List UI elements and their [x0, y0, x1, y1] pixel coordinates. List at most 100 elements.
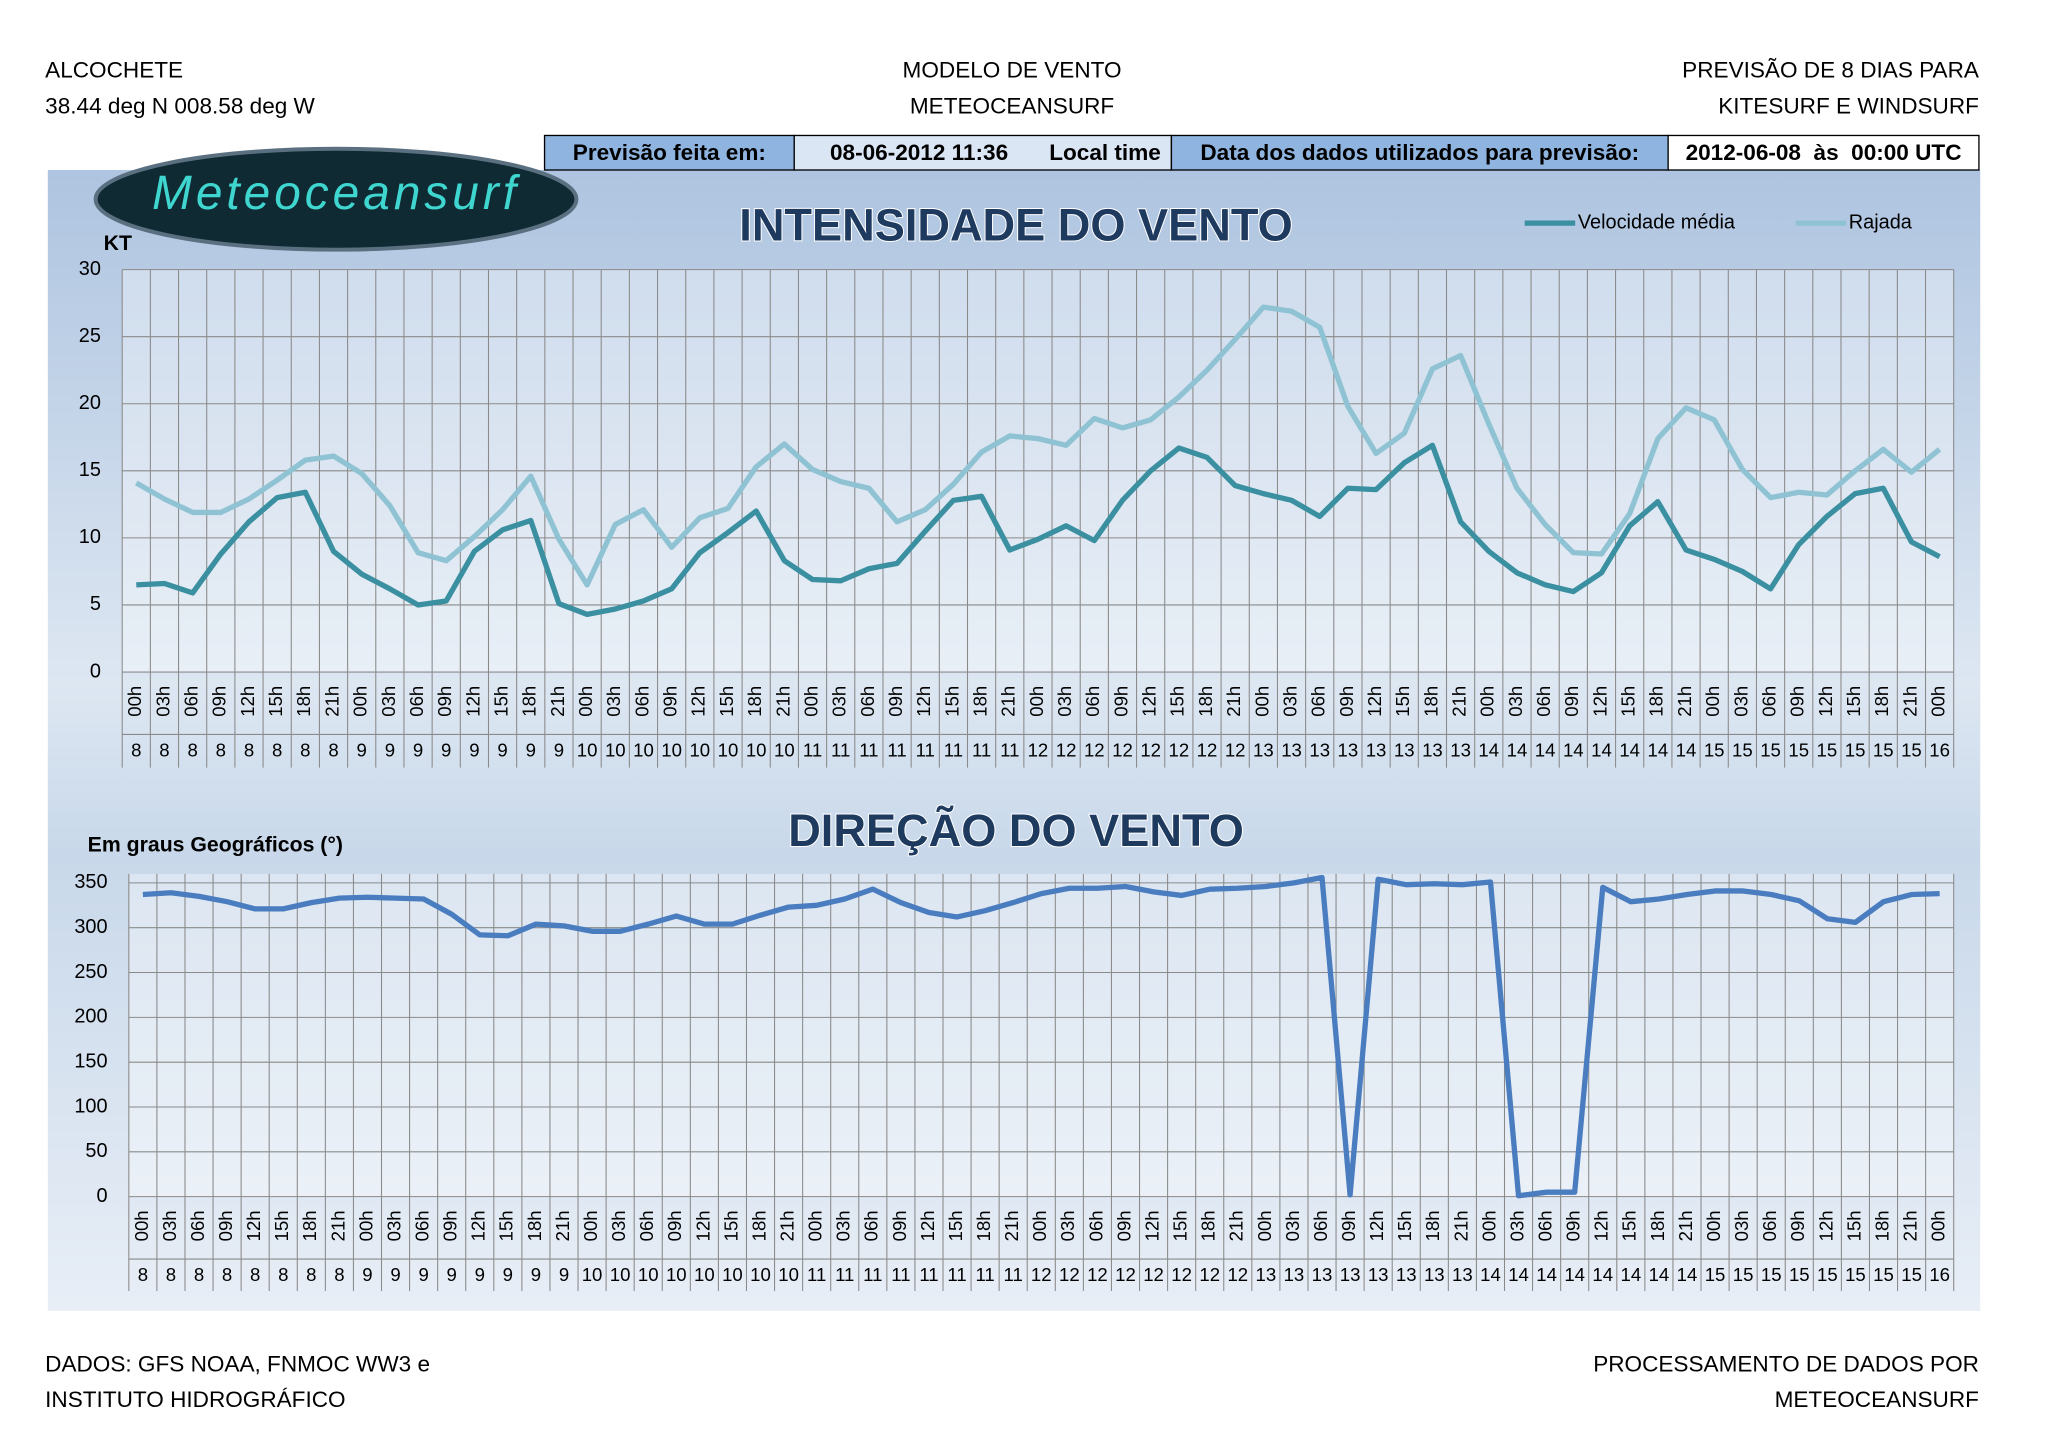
x-tick-label: 21h — [1899, 686, 1920, 717]
x-tick-label: 06h — [1533, 686, 1554, 717]
day-label: 8 — [166, 1264, 176, 1285]
x-tick-label: 00h — [575, 686, 596, 717]
chart-title: INTENSIDADE DO VENTO — [739, 199, 1292, 250]
day-label: 14 — [1648, 740, 1669, 761]
data-label: Data dos dados utilizados para previsão: — [1200, 140, 1639, 165]
made-zone: Local time — [1049, 140, 1161, 165]
day-label: 14 — [1508, 1264, 1529, 1285]
x-tick-label: 18h — [293, 686, 314, 717]
day-label: 9 — [554, 740, 564, 761]
day-label: 11 — [1000, 740, 1019, 761]
day-label: 12 — [1028, 740, 1049, 761]
x-tick-label: 18h — [1871, 686, 1892, 717]
day-label: 8 — [250, 1264, 260, 1285]
day-label: 13 — [1309, 740, 1330, 761]
x-tick-label: 09h — [209, 686, 230, 717]
day-label: 11 — [972, 740, 991, 761]
x-tick-label: 12h — [1364, 686, 1385, 717]
day-label: 14 — [1564, 1264, 1585, 1285]
day-label: 14 — [1535, 740, 1556, 761]
x-tick-label: 09h — [1787, 686, 1808, 717]
day-label: 11 — [975, 1264, 994, 1285]
day-label: 13 — [1253, 740, 1274, 761]
series-line — [136, 442, 1941, 618]
x-tick-label: 00h — [805, 1210, 826, 1241]
day-label: 10 — [605, 740, 626, 761]
day-label: 10 — [718, 740, 739, 761]
day-label: 11 — [803, 740, 822, 761]
day-label: 8 — [300, 740, 310, 761]
x-tick-label: 00h — [580, 1210, 601, 1241]
x-tick-label: 21h — [1226, 1210, 1247, 1241]
day-label: 11 — [887, 740, 906, 761]
day-label: 8 — [328, 740, 338, 761]
day-label: 10 — [746, 740, 767, 761]
day-label: 9 — [559, 1264, 569, 1285]
day-label: 12 — [1115, 1264, 1136, 1285]
day-label: 15 — [1761, 1264, 1782, 1285]
day-label: 14 — [1480, 1264, 1501, 1285]
x-tick-label: 09h — [660, 686, 681, 717]
x-tick-label: 09h — [1110, 686, 1131, 717]
logo: Meteoceansurf — [93, 146, 579, 252]
day-label: 12 — [1056, 740, 1077, 761]
day-label: 14 — [1591, 740, 1612, 761]
day-label: 14 — [1621, 1264, 1642, 1285]
day-label: 9 — [385, 740, 395, 761]
x-tick-label: 12h — [917, 1210, 938, 1241]
chart-title: DIREÇÃO DO VENTO — [788, 805, 1244, 856]
y-tick-label: 250 — [74, 961, 107, 983]
day-label: 8 — [187, 740, 197, 761]
day-label: 11 — [831, 740, 850, 761]
x-tick-label: 18h — [748, 1210, 769, 1241]
day-label: 12 — [1087, 1264, 1108, 1285]
y-tick-label: 10 — [79, 526, 101, 548]
day-label: 15 — [1817, 740, 1838, 761]
day-label: 8 — [272, 740, 282, 761]
brand: METEOCEANSURF — [910, 94, 1114, 119]
day-label: 13 — [1281, 740, 1302, 761]
x-tick-label: 00h — [800, 686, 821, 717]
day-label: 9 — [362, 1264, 372, 1285]
x-tick-label: 12h — [692, 1210, 713, 1241]
x-tick-label: 09h — [1787, 1210, 1808, 1241]
x-tick-label: 15h — [945, 1210, 966, 1241]
day-label: 13 — [1424, 1264, 1445, 1285]
x-tick-label: 00h — [1026, 686, 1047, 717]
series-line — [142, 874, 1940, 1199]
x-tick-label: 03h — [833, 1210, 854, 1241]
y-tick-label: 100 — [74, 1095, 107, 1117]
x-tick-label: 03h — [1505, 686, 1526, 717]
x-tick-label: 00h — [1254, 1210, 1275, 1241]
x-tick-label: 06h — [412, 1210, 433, 1241]
x-tick-label: 03h — [1506, 1210, 1527, 1241]
x-tick-label: 15h — [1170, 1210, 1191, 1241]
x-tick-label: 03h — [1282, 1210, 1303, 1241]
x-tick-label: 03h — [159, 1210, 180, 1241]
footer: DADOS: GFS NOAA, FNMOC WW3 e INSTITUTO H… — [45, 1351, 1979, 1412]
day-label: 8 — [131, 740, 141, 761]
x-tick-label: 06h — [1082, 686, 1103, 717]
sources: INSTITUTO HIDROGRÁFICO — [45, 1387, 345, 1412]
day-label: 9 — [441, 740, 451, 761]
day-label: 10 — [750, 1264, 771, 1285]
day-label: 11 — [863, 1264, 882, 1285]
day-label: 12 — [1143, 1264, 1164, 1285]
y-tick-label: 30 — [79, 258, 101, 280]
day-label: 10 — [778, 1264, 799, 1285]
day-label: 14 — [1563, 740, 1584, 761]
x-tick-label: 09h — [889, 1210, 910, 1241]
y-tick-label: 300 — [74, 916, 107, 938]
x-tick-label: 06h — [187, 1210, 208, 1241]
day-label: 11 — [944, 740, 963, 761]
x-tick-label: 15h — [941, 686, 962, 717]
day-label: 9 — [526, 740, 536, 761]
y-axis-label: Em graus Geográficos (°) — [88, 833, 343, 857]
series-line — [134, 304, 1942, 588]
day-label: 8 — [278, 1264, 288, 1285]
x-tick-label: 21h — [547, 686, 568, 717]
chart: DIREÇÃO DO VENTO Em graus Geográficos (°)… — [74, 804, 1955, 1291]
day-label: 16 — [1929, 740, 1950, 761]
y-tick-label: 200 — [74, 1006, 107, 1028]
x-tick-label: 12h — [462, 686, 483, 717]
